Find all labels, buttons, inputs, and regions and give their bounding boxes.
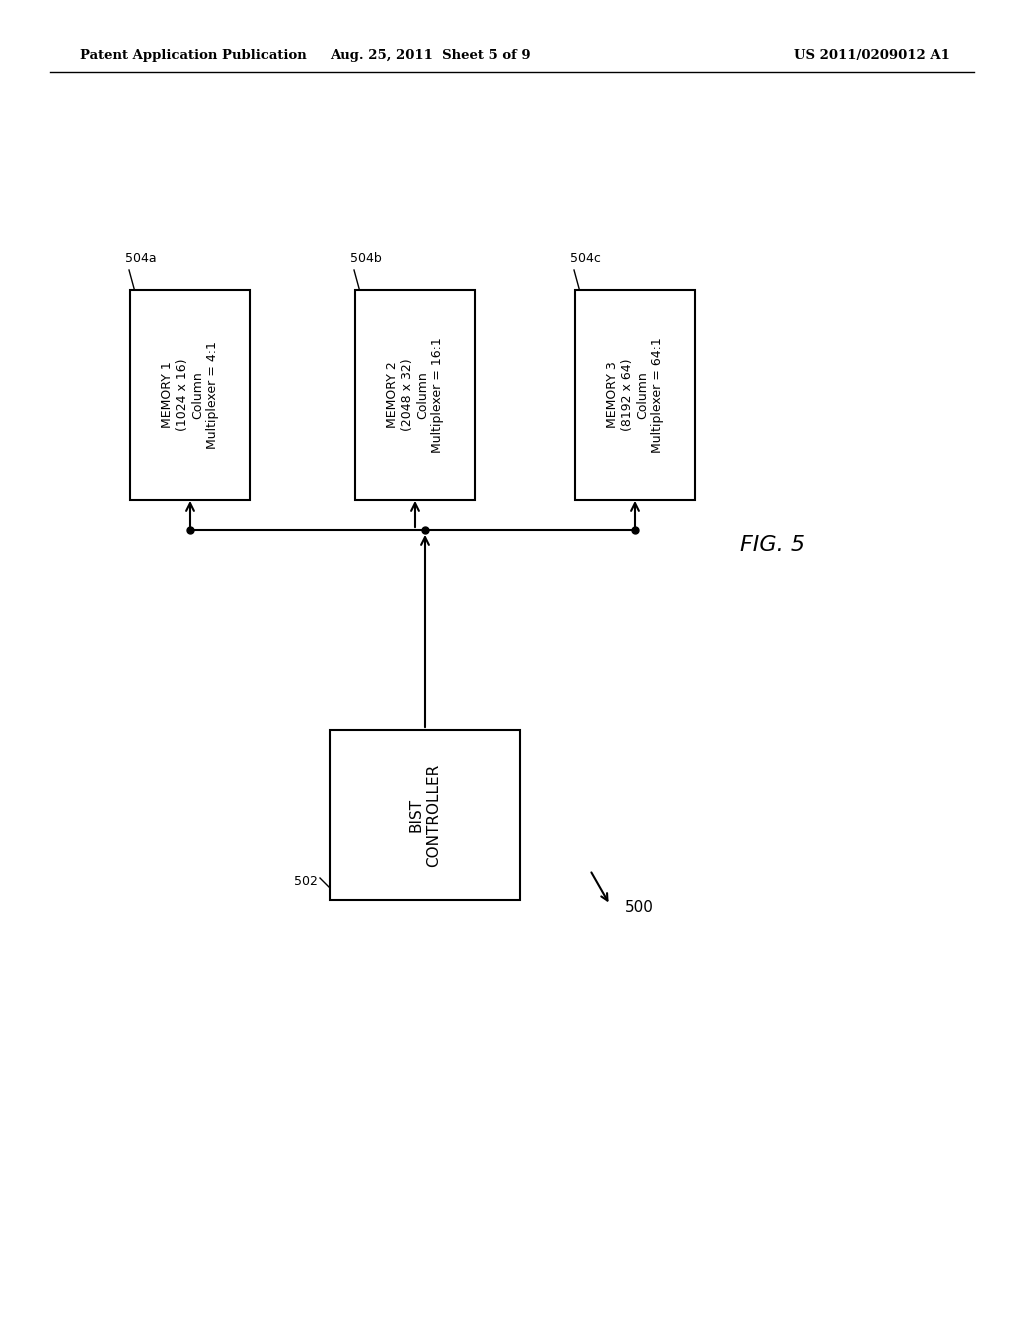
Bar [330, 730, 520, 900]
Text: BIST
CONTROLLER: BIST CONTROLLER [409, 763, 441, 867]
Text: US 2011/0209012 A1: US 2011/0209012 A1 [795, 49, 950, 62]
Text: FIG. 5: FIG. 5 [740, 535, 805, 554]
Text: 500: 500 [625, 900, 654, 915]
Text: MEMORY 3
(8192 x 64)
Column
Multiplexer = 64:1: MEMORY 3 (8192 x 64) Column Multiplexer … [606, 337, 664, 453]
Bar [575, 290, 695, 500]
Text: 504c: 504c [570, 252, 601, 265]
Text: 502: 502 [294, 875, 318, 888]
Bar [130, 290, 250, 500]
Text: Patent Application Publication: Patent Application Publication [80, 49, 307, 62]
Text: 504b: 504b [350, 252, 382, 265]
Text: Aug. 25, 2011  Sheet 5 of 9: Aug. 25, 2011 Sheet 5 of 9 [330, 49, 530, 62]
Text: MEMORY 1
(1024 x 16)
Column
Multiplexer = 4:1: MEMORY 1 (1024 x 16) Column Multiplexer … [161, 341, 219, 449]
Bar [355, 290, 475, 500]
Text: MEMORY 2
(2048 x 32)
Column
Multiplexer = 16:1: MEMORY 2 (2048 x 32) Column Multiplexer … [386, 337, 444, 453]
Text: 504a: 504a [125, 252, 157, 265]
